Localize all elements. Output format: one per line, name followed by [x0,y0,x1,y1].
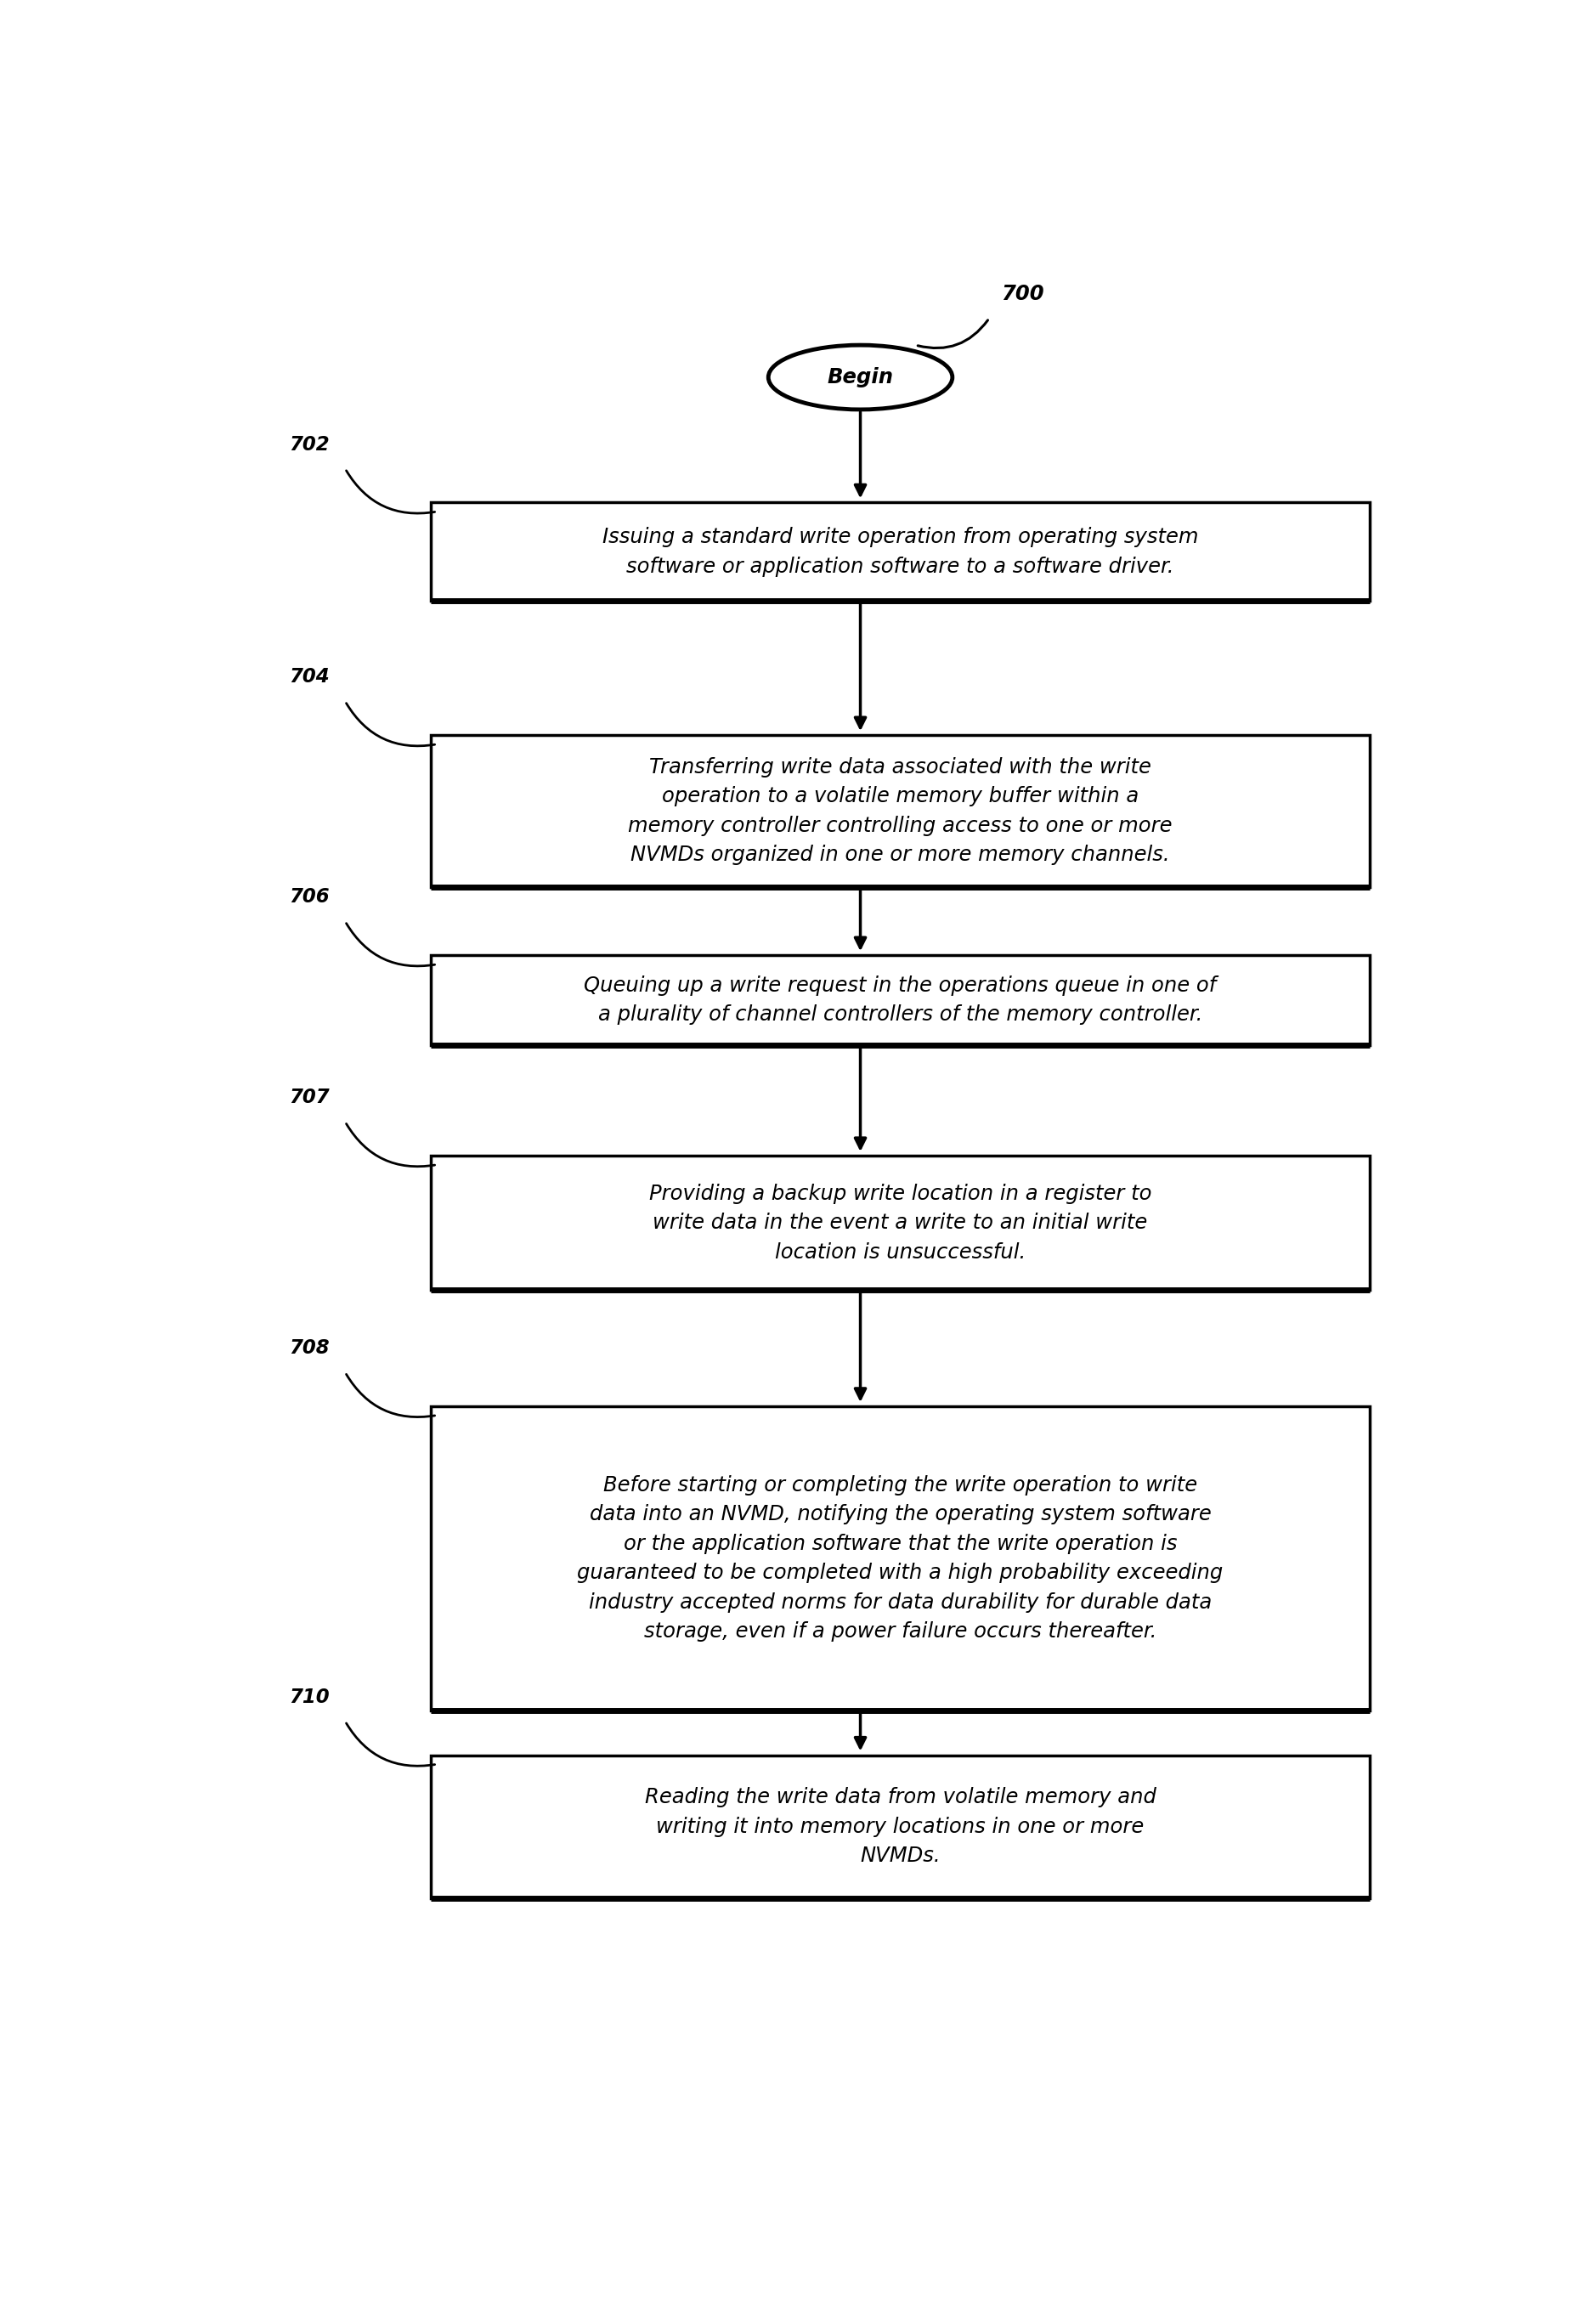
Text: 700: 700 [1002,284,1045,304]
Text: Providing a backup write location in a register to
write data in the event a wri: Providing a backup write location in a r… [649,1183,1151,1262]
Text: 710: 710 [288,1687,329,1706]
Text: Issuing a standard write operation from operating system
software or application: Issuing a standard write operation from … [602,528,1198,576]
Text: Begin: Begin [828,367,893,388]
FancyBboxPatch shape [431,502,1369,602]
Ellipse shape [768,344,953,409]
Text: Queuing up a write request in the operations queue in one of
a plurality of chan: Queuing up a write request in the operat… [584,976,1216,1025]
FancyBboxPatch shape [431,1406,1369,1710]
Text: Before starting or completing the write operation to write
data into an NVMD, no: Before starting or completing the write … [578,1476,1224,1641]
FancyBboxPatch shape [431,955,1369,1046]
Text: 702: 702 [288,435,329,453]
Text: Transferring write data associated with the write
operation to a volatile memory: Transferring write data associated with … [628,758,1173,865]
Text: 706: 706 [288,888,329,906]
Text: Reading the write data from volatile memory and
writing it into memory locations: Reading the write data from volatile mem… [644,1787,1156,1866]
Text: 704: 704 [288,667,329,688]
FancyBboxPatch shape [431,1755,1369,1899]
FancyBboxPatch shape [431,734,1369,888]
Text: 708: 708 [288,1339,329,1357]
Text: 707: 707 [288,1088,329,1109]
FancyBboxPatch shape [431,1155,1369,1290]
